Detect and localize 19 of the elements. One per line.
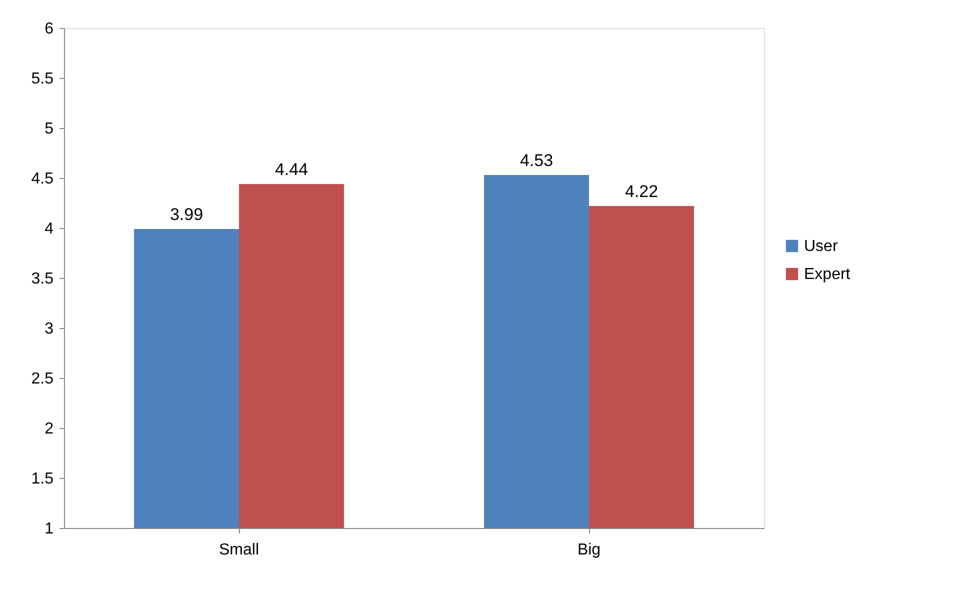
data-label: 3.99 (170, 205, 204, 224)
legend-label: User (804, 238, 838, 255)
y-tick-label: 1 (44, 520, 54, 538)
data-label: 4.44 (274, 160, 308, 179)
y-tick-label: 4 (44, 220, 54, 238)
y-tick-label: 2 (44, 420, 54, 438)
data-label: 4.22 (624, 182, 658, 201)
y-tick-label: 5 (44, 120, 54, 138)
x-tick-label: Small (218, 542, 260, 558)
y-tick-label: 2.5 (31, 370, 54, 388)
y-tick-label: 3.5 (31, 270, 54, 288)
y-tick-label: 6 (44, 20, 54, 38)
y-tick-label: 3 (44, 320, 54, 338)
legend-label: Expert (804, 266, 851, 283)
data-label: 4.53 (520, 151, 554, 170)
y-tick-label: 5.5 (31, 70, 54, 88)
x-tick-label: Big (577, 542, 601, 558)
y-tick-label: 1.5 (31, 470, 54, 488)
y-tick-label: 4.5 (31, 170, 54, 188)
